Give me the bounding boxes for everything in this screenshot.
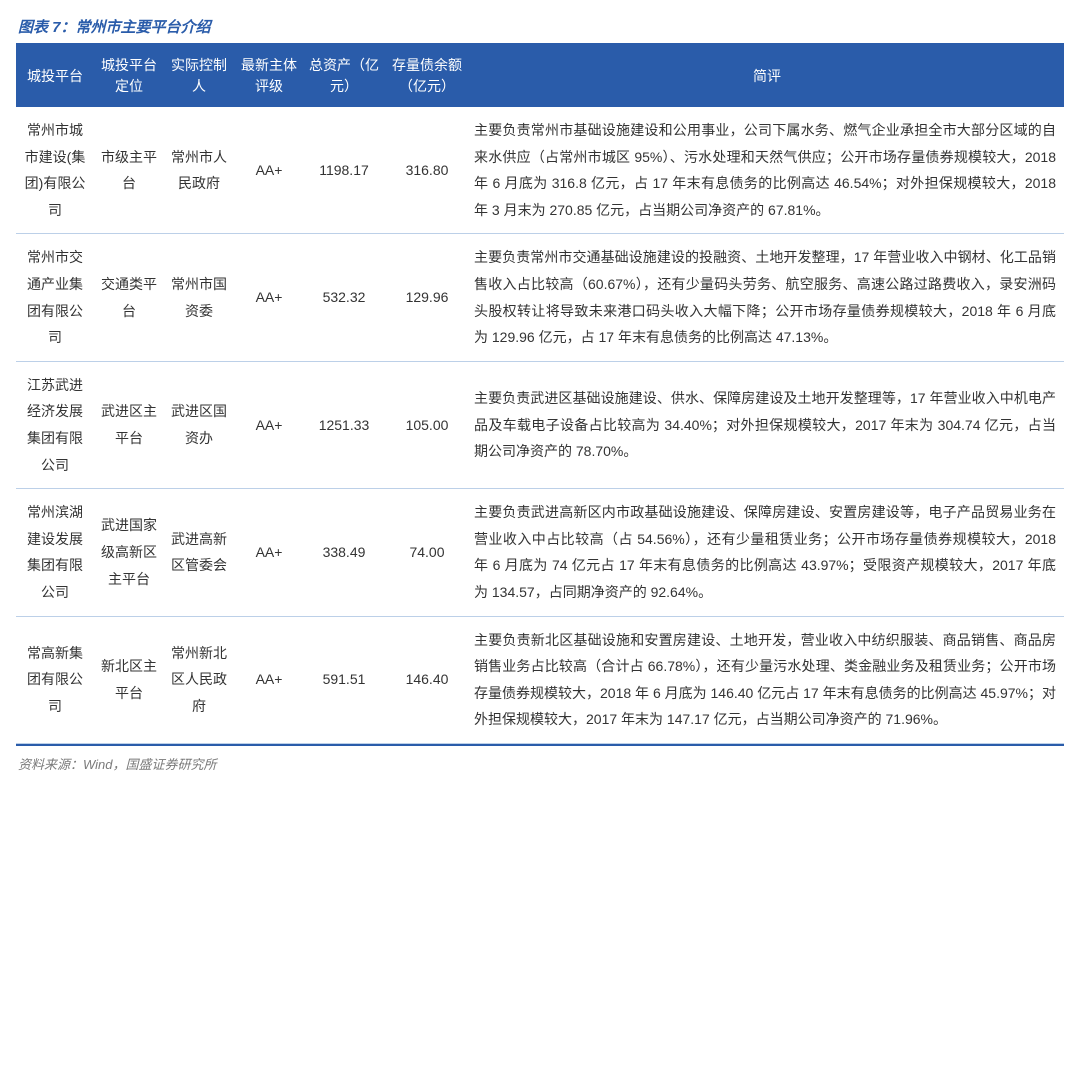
col-header-rating: 最新主体评级 [234,45,304,107]
cell-desc: 主要负责常州市交通基础设施建设的投融资、土地开发整理，17 年营业收入中钢材、化… [470,234,1064,361]
cell-platform: 常高新集团有限公司 [16,616,94,743]
cell-positioning: 市级主平台 [94,107,164,234]
col-header-controller: 实际控制人 [164,45,234,107]
cell-assets: 1251.33 [304,361,384,488]
source-text: Wind，国盛证券研究所 [83,757,217,772]
cell-platform: 江苏武进经济发展集团有限公司 [16,361,94,488]
cell-desc: 主要负责武进区基础设施建设、供水、保障房建设及土地开发整理等，17 年营业收入中… [470,361,1064,488]
col-header-debt: 存量债余额（亿元） [384,45,470,107]
table-header-row: 城投平台 城投平台定位 实际控制人 最新主体评级 总资产（亿元） 存量债余额（亿… [16,45,1064,107]
cell-controller: 常州新北区人民政府 [164,616,234,743]
table-row: 常高新集团有限公司新北区主平台常州新北区人民政府AA+591.51146.40主… [16,616,1064,743]
cell-rating: AA+ [234,616,304,743]
cell-controller: 常州市人民政府 [164,107,234,234]
figure-title: 图表 7：常州市主要平台介绍 [16,10,1064,45]
cell-assets: 1198.17 [304,107,384,234]
table-row: 常州市交通产业集团有限公司交通类平台常州市国资委AA+532.32129.96主… [16,234,1064,361]
source-line: 资料来源：Wind，国盛证券研究所 [16,744,1064,777]
cell-debt: 146.40 [384,616,470,743]
cell-desc: 主要负责常州市基础设施建设和公用事业，公司下属水务、燃气企业承担全市大部分区域的… [470,107,1064,234]
cell-controller: 武进高新区管委会 [164,489,234,616]
cell-platform: 常州市城市建设(集团)有限公司 [16,107,94,234]
table-body: 常州市城市建设(集团)有限公司市级主平台常州市人民政府AA+1198.17316… [16,107,1064,743]
cell-debt: 129.96 [384,234,470,361]
platform-table: 城投平台 城投平台定位 实际控制人 最新主体评级 总资产（亿元） 存量债余额（亿… [16,45,1064,744]
cell-debt: 105.00 [384,361,470,488]
col-header-platform: 城投平台 [16,45,94,107]
cell-rating: AA+ [234,234,304,361]
col-header-desc: 简评 [470,45,1064,107]
title-prefix: 图表 7： [18,19,76,36]
cell-desc: 主要负责武进高新区内市政基础设施建设、保障房建设、安置房建设等，电子产品贸易业务… [470,489,1064,616]
table-row: 常州市城市建设(集团)有限公司市级主平台常州市人民政府AA+1198.17316… [16,107,1064,234]
cell-positioning: 武进区主平台 [94,361,164,488]
cell-rating: AA+ [234,361,304,488]
cell-desc: 主要负责新北区基础设施和安置房建设、土地开发，营业收入中纺织服装、商品销售、商品… [470,616,1064,743]
cell-rating: AA+ [234,489,304,616]
cell-positioning: 武进国家级高新区主平台 [94,489,164,616]
cell-assets: 532.32 [304,234,384,361]
source-label: 资料来源： [18,757,83,772]
cell-controller: 常州市国资委 [164,234,234,361]
cell-positioning: 新北区主平台 [94,616,164,743]
table-row: 常州滨湖建设发展集团有限公司武进国家级高新区主平台武进高新区管委会AA+338.… [16,489,1064,616]
table-row: 江苏武进经济发展集团有限公司武进区主平台武进区国资办AA+1251.33105.… [16,361,1064,488]
col-header-assets: 总资产（亿元） [304,45,384,107]
cell-debt: 316.80 [384,107,470,234]
cell-platform: 常州滨湖建设发展集团有限公司 [16,489,94,616]
cell-assets: 338.49 [304,489,384,616]
cell-assets: 591.51 [304,616,384,743]
cell-rating: AA+ [234,107,304,234]
cell-controller: 武进区国资办 [164,361,234,488]
cell-positioning: 交通类平台 [94,234,164,361]
cell-debt: 74.00 [384,489,470,616]
cell-platform: 常州市交通产业集团有限公司 [16,234,94,361]
col-header-positioning: 城投平台定位 [94,45,164,107]
title-text: 常州市主要平台介绍 [76,19,211,36]
